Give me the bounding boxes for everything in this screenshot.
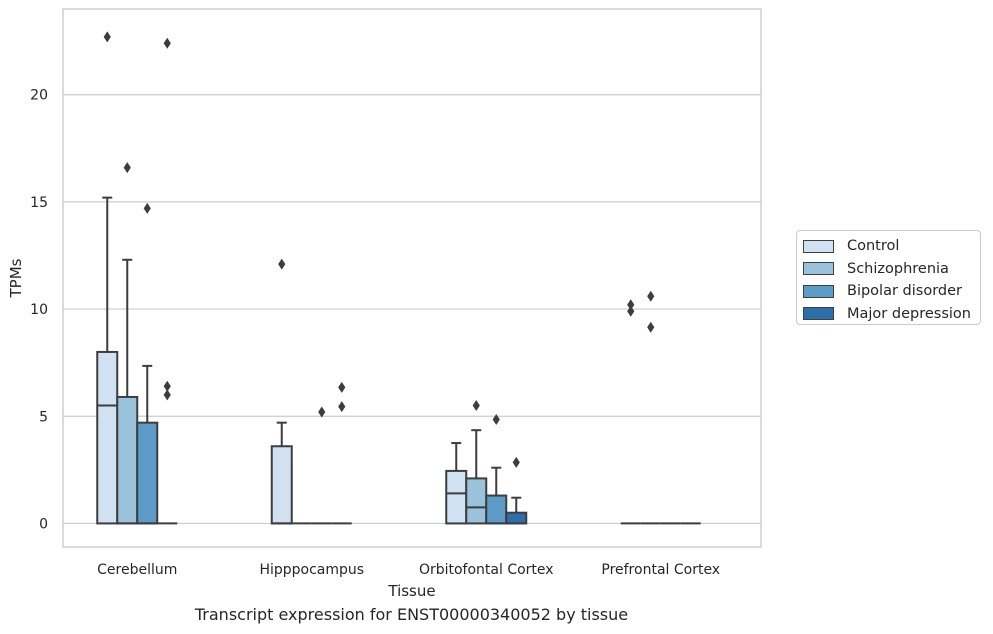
legend-label: Major depression — [847, 305, 971, 322]
box-control — [445, 442, 468, 525]
y-tick-labels: 0 5 10 15 20 — [30, 88, 48, 533]
box — [465, 477, 488, 525]
box-major-depression — [157, 37, 178, 525]
outlier-point — [143, 202, 151, 214]
outlier-point — [472, 400, 480, 412]
gridlines — [63, 94, 761, 525]
plot-frame — [62, 8, 762, 548]
box-major-depression — [331, 381, 352, 525]
legend-label: Schizophrenia — [847, 260, 949, 277]
chart-caption: Transcript expression for ENST0000034005… — [194, 605, 629, 624]
box-schizophrenia — [116, 162, 139, 525]
legend-item: Major depression — [803, 303, 980, 326]
legend: Control Schizophrenia Bipolar disorder Majo… — [796, 230, 981, 325]
y-axis-title: TPMs — [7, 258, 25, 298]
outlier-point — [338, 381, 346, 393]
legend-label: Control — [847, 238, 900, 255]
box — [485, 494, 508, 525]
legend-swatch — [803, 284, 834, 298]
box-series — [96, 31, 701, 525]
box-control — [96, 31, 119, 525]
outlier-point — [278, 258, 286, 270]
y-tick-label: 20 — [30, 88, 48, 104]
x-tick-label: Prefrontal Cortex — [601, 562, 720, 578]
outlier-point — [647, 321, 655, 333]
outlier-point — [123, 162, 131, 174]
y-tick-label: 10 — [30, 302, 48, 318]
legend-item: Control — [803, 235, 980, 258]
legend-label: Bipolar disorder — [847, 283, 962, 300]
box — [136, 421, 159, 525]
outlier-point — [647, 290, 655, 302]
legend-item: Bipolar disorder — [803, 280, 980, 303]
box-control — [620, 299, 641, 525]
x-tick-label: Hipppocampus — [259, 562, 364, 578]
box-schizophrenia — [640, 290, 661, 525]
box-schizophrenia — [465, 400, 488, 525]
y-tick-label: 5 — [39, 409, 48, 425]
box — [505, 511, 528, 525]
x-axis-title: Tissue — [387, 582, 435, 600]
box — [445, 469, 468, 525]
box-bipolar-disorder — [311, 406, 332, 525]
box — [116, 395, 139, 525]
box — [270, 445, 293, 525]
legend-item: Schizophrenia — [803, 258, 980, 281]
outlier-point — [338, 401, 346, 413]
box-control — [270, 258, 293, 525]
box-bipolar-disorder — [136, 202, 159, 525]
outlier-point — [163, 37, 171, 49]
x-tick-labels: Cerebellum Hipppocampus Orbitofontal Corte… — [97, 562, 720, 578]
x-tick-label: Orbitofontal Cortex — [419, 562, 554, 578]
outlier-point — [163, 389, 171, 401]
outlier-point — [318, 406, 326, 418]
box-major-depression — [505, 456, 528, 525]
y-tick-label: 0 — [39, 516, 48, 532]
outlier-point — [627, 299, 635, 311]
box-bipolar-disorder — [485, 413, 508, 525]
outlier-point — [512, 456, 520, 468]
legend-swatch — [803, 262, 834, 276]
outlier-point — [163, 380, 171, 392]
outlier-point — [627, 305, 635, 317]
legend-swatch — [803, 239, 834, 253]
outlier-point — [103, 31, 111, 43]
x-tick-label: Cerebellum — [97, 562, 177, 578]
outlier-point — [492, 413, 500, 425]
legend-swatch — [803, 307, 834, 321]
box — [96, 350, 119, 525]
y-tick-label: 15 — [30, 195, 48, 211]
